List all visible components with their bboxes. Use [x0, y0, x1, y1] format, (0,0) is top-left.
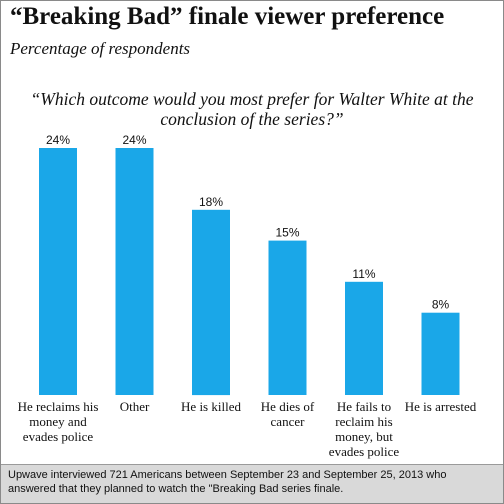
survey-question: “Which outcome would you most prefer for…: [30, 89, 474, 129]
value-label-5: 11%: [352, 267, 375, 281]
chart-title: “Breaking Bad” finale viewer preference: [10, 3, 445, 30]
value-label-2: 24%: [122, 133, 146, 147]
footnote-line-1: Upwave interviewed 721 Americans between…: [8, 469, 447, 481]
category-label-6: He is arrested: [405, 399, 477, 414]
value-label-6: 8%: [432, 298, 450, 312]
category-label-4: He dies of cancer: [261, 399, 315, 429]
value-label-4: 15%: [275, 226, 299, 240]
category-label-2: Other: [120, 399, 150, 414]
footnote-line-2: answered that they planned to watch the …: [8, 483, 344, 495]
bar-3: [192, 209, 230, 396]
bar-4: [268, 240, 307, 395]
category-label-1: He reclaims his money and evades police: [18, 399, 99, 444]
category-label-3: He is killed: [181, 399, 241, 414]
category-label-5: He fails to reclaim his money, but evades p…: [329, 399, 400, 459]
bar-chart: 24% He reclaims his money and evades police…: [18, 133, 477, 459]
bar-6: [421, 312, 460, 395]
value-label-3: 18%: [199, 195, 223, 209]
value-label-1: 24%: [46, 133, 70, 147]
bar-2: [115, 148, 154, 395]
source-footnote: Upwave interviewed 721 Americans between…: [1, 464, 503, 503]
bar-1: [39, 148, 77, 395]
bar-5: [345, 281, 383, 395]
chart-subtitle: Percentage of respondents: [10, 39, 191, 58]
